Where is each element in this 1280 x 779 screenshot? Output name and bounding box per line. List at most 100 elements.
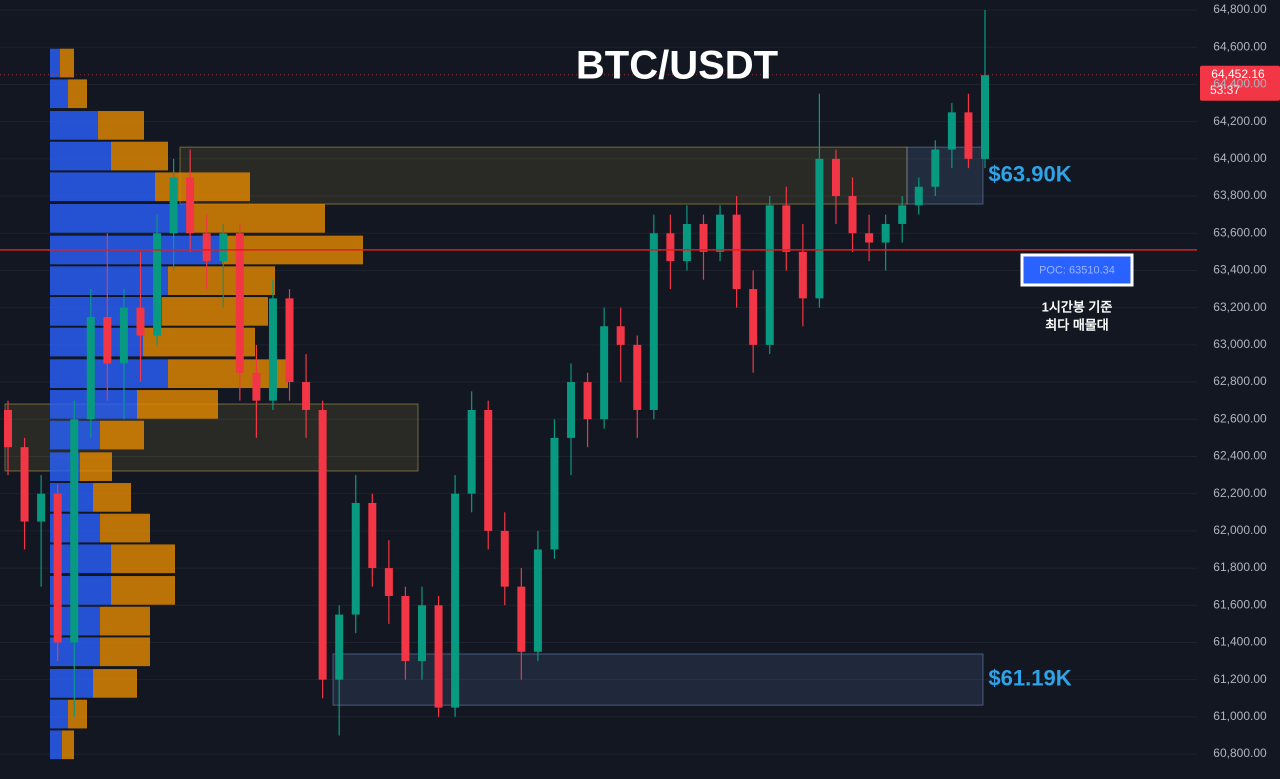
profile-sell [93, 483, 131, 512]
y-tick-label: 64,200.00 [1213, 114, 1267, 128]
candle-body [881, 223, 890, 243]
candle-body [699, 223, 708, 252]
profile-buy [50, 327, 143, 357]
candle-body [500, 530, 509, 587]
candle-body [153, 233, 162, 336]
y-tick-label: 62,400.00 [1213, 449, 1267, 463]
profile-buy [50, 669, 93, 698]
poc-note: 최다 매물대 [1045, 317, 1108, 332]
y-tick-label: 64,800.00 [1213, 2, 1267, 16]
y-tick-label: 63,800.00 [1213, 188, 1267, 202]
y-tick-label: 63,200.00 [1213, 300, 1267, 314]
profile-sell [168, 266, 275, 296]
y-tick-label: 61,800.00 [1213, 560, 1267, 574]
poc-note: 1시간봉 기준 [1042, 299, 1113, 314]
candle-body [782, 205, 791, 252]
candle-body [649, 233, 658, 410]
profile-sell [137, 390, 218, 419]
candle-body [682, 223, 691, 262]
candle-body [981, 75, 989, 159]
profile-sell [155, 172, 250, 202]
candle-body [20, 447, 29, 522]
profile-buy [50, 359, 168, 389]
candle-body [947, 112, 956, 150]
profile-sell [60, 48, 74, 78]
y-tick-label: 61,200.00 [1213, 672, 1267, 686]
candle-body [368, 502, 377, 569]
candle-body [533, 549, 542, 652]
profile-buy [50, 48, 60, 78]
y-tick-label: 64,000.00 [1213, 151, 1267, 165]
candle-body [37, 493, 46, 522]
profile-sell [100, 637, 150, 667]
candle-body [716, 214, 725, 252]
y-tick-label: 62,800.00 [1213, 374, 1267, 388]
candle-body [898, 205, 907, 224]
profile-buy [50, 141, 111, 171]
y-tick-label: 64,400.00 [1213, 77, 1267, 91]
profile-buy [50, 699, 68, 729]
last-price-label: 64,452.16 [1211, 67, 1265, 81]
poc-label: POC: 63510.34 [1039, 264, 1115, 276]
candle-body [567, 382, 576, 438]
candle-body [4, 409, 12, 448]
candle-body [633, 344, 642, 410]
candle-body [335, 614, 344, 680]
y-tick-label: 63,600.00 [1213, 225, 1267, 239]
profile-buy [50, 79, 68, 109]
profile-sell [93, 669, 137, 698]
profile-sell [168, 359, 288, 389]
candle-body [848, 196, 857, 234]
candle-body [401, 595, 410, 662]
y-tick-label: 62,600.00 [1213, 411, 1267, 425]
y-tick-label: 61,600.00 [1213, 597, 1267, 611]
y-tick-label: 60,800.00 [1213, 746, 1267, 760]
candle-body [815, 158, 824, 299]
candle-body [235, 233, 244, 373]
candle-body [616, 326, 625, 345]
grid [0, 9, 1197, 755]
profile-sell [100, 606, 150, 636]
candles [4, 10, 989, 736]
zone-label: $61.19K [988, 665, 1071, 690]
candle-body [931, 149, 940, 187]
y-tick-label: 64,600.00 [1213, 39, 1267, 53]
candle-body [732, 214, 741, 290]
profile-sell [98, 111, 144, 140]
profile-buy [50, 204, 193, 233]
zone-label: $63.90K [988, 161, 1071, 186]
candle-body [600, 326, 609, 420]
candle-body [666, 233, 675, 262]
candle-body [865, 233, 874, 243]
zone [332, 653, 984, 706]
y-tick-label: 63,400.00 [1213, 263, 1267, 277]
candle-body [285, 298, 294, 383]
chart-title: BTC/USDT [576, 44, 778, 88]
candle-body [550, 437, 559, 550]
profile-sell [62, 730, 74, 760]
y-tick-label: 62,000.00 [1213, 523, 1267, 537]
candle-body [798, 251, 807, 299]
profile-sell [100, 420, 144, 450]
candle-body [467, 409, 476, 494]
y-tick-label: 61,000.00 [1213, 709, 1267, 723]
candle-body [914, 186, 923, 206]
poc-box [1020, 253, 1134, 287]
candle-body [318, 409, 327, 680]
profile-buy [50, 111, 98, 140]
candle-body [268, 298, 277, 401]
candle-body [831, 158, 840, 197]
profile-sell [162, 297, 268, 326]
candle-body [252, 372, 261, 401]
y-tick-label: 62,200.00 [1213, 486, 1267, 500]
candle-body [384, 568, 393, 596]
candle-body [53, 493, 62, 643]
profile-sell [111, 141, 168, 171]
countdown: 53:37 [1210, 83, 1240, 97]
candle-body [484, 409, 493, 531]
candle-body [583, 382, 592, 420]
candle-body [749, 289, 758, 345]
candle-body [136, 307, 145, 336]
